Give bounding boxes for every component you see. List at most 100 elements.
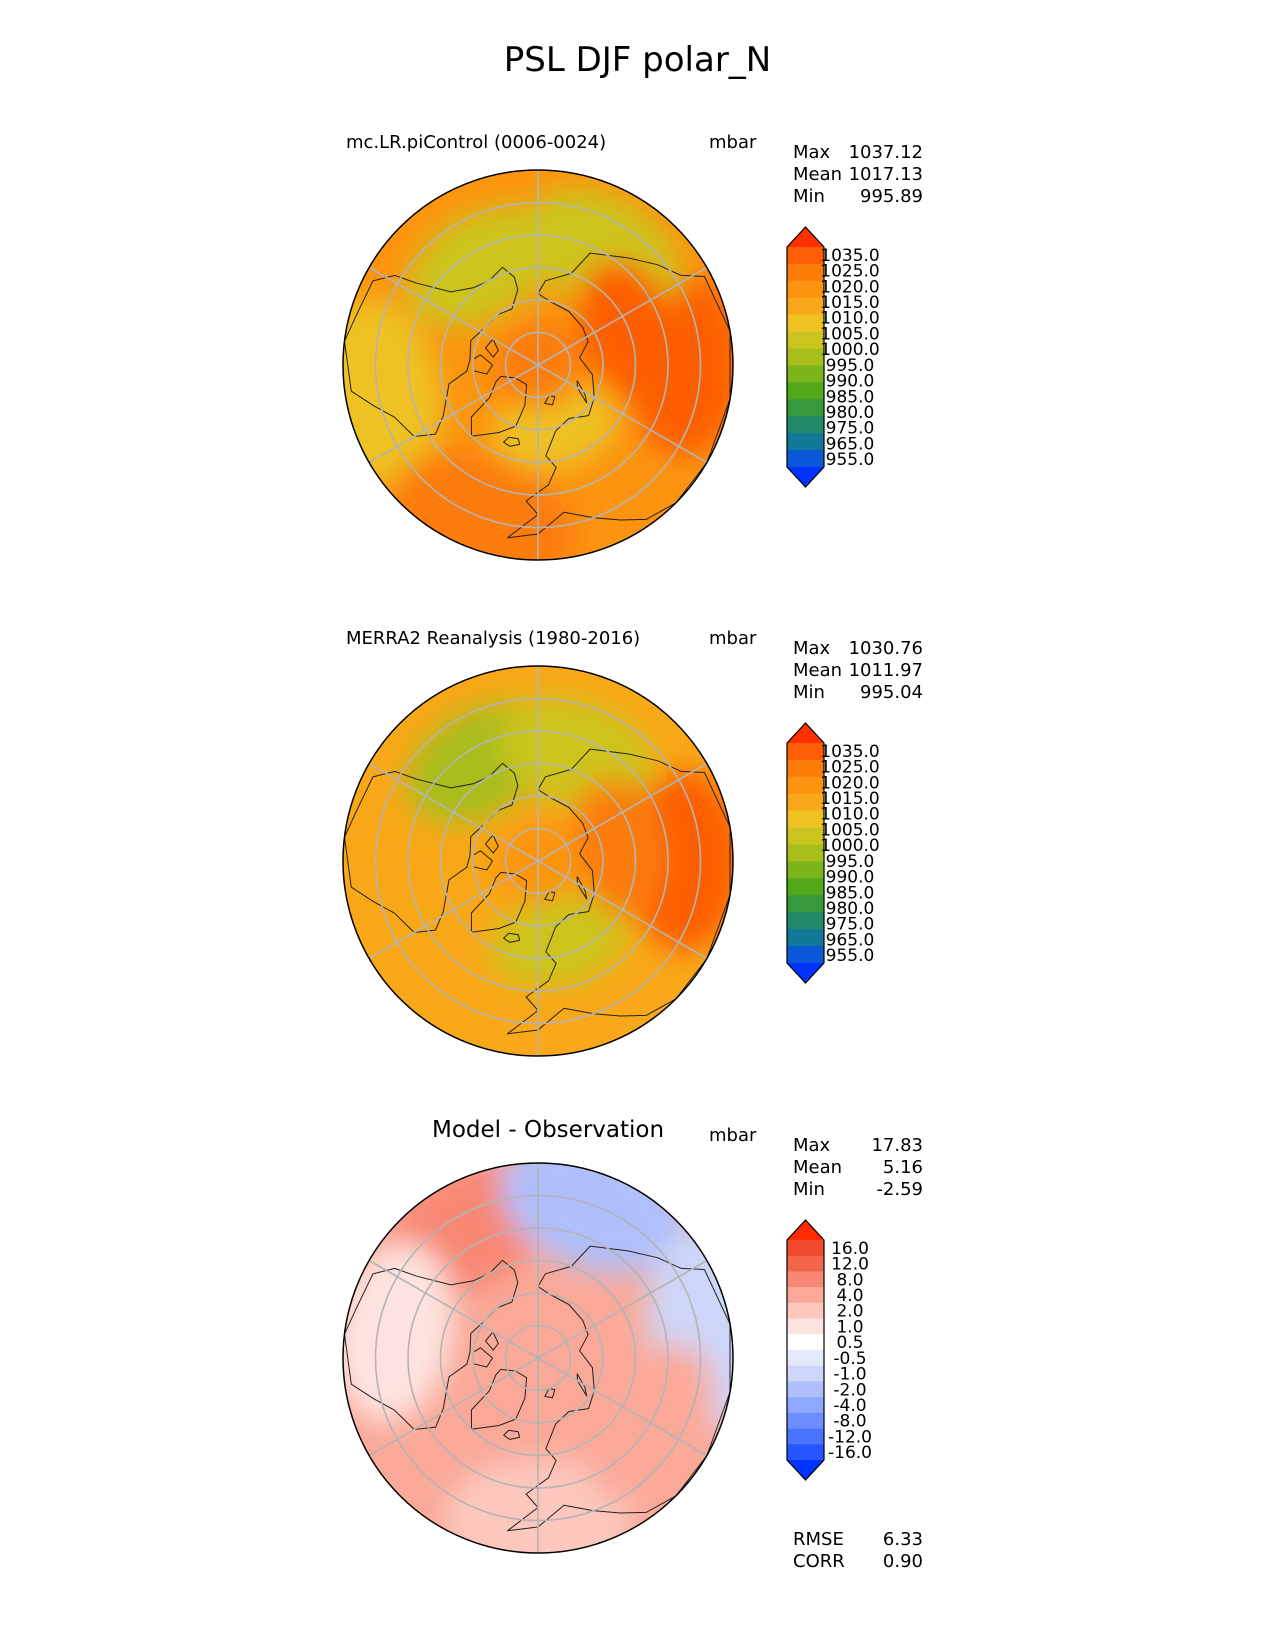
panel-model: mc.LR.piControl (0006-0024) mbar Max 1037…: [0, 132, 1275, 622]
coastline: [503, 1429, 521, 1440]
coastline: [344, 266, 519, 437]
metrics-block: RMSE 6.33 CORR 0.90: [793, 1529, 923, 1573]
colorbar-tick-label: 1010.0: [820, 309, 879, 329]
colorbar-segment: [787, 759, 824, 778]
units-label: mbar: [709, 1125, 757, 1146]
colorbar-segment: [787, 297, 824, 316]
colorbar-tick-label: 980.0: [826, 403, 875, 423]
colorbar-segment: [787, 810, 824, 829]
max-value: 1037.12: [848, 142, 923, 163]
meridian-line: [368, 364, 539, 464]
colorbar-segment: [787, 382, 824, 400]
stats-block: Max 1030.76 Mean 1011.97 Min 995.04: [793, 638, 923, 704]
units-label: mbar: [709, 628, 757, 649]
field-region: [343, 1242, 455, 1423]
coastline: [503, 436, 521, 447]
coastline: [485, 338, 499, 358]
colorbar-segment: [787, 1271, 824, 1288]
figure-title: PSL DJF polar_N: [503, 40, 772, 80]
meridian-line: [368, 266, 539, 366]
coastline: [344, 762, 519, 933]
colorbar-tick-label: 1025.0: [820, 758, 879, 778]
meridian-line: [368, 762, 539, 862]
max-label: Max: [793, 638, 831, 659]
colorbar-extend-max: [787, 723, 824, 743]
coastline: [576, 380, 588, 404]
colorbar-tick-label: -0.5: [833, 1349, 866, 1369]
colorbar-tick-label: 1015.0: [820, 789, 879, 809]
colorbar-segment: [787, 743, 824, 761]
colorbar-tick-label: 1005.0: [820, 324, 879, 344]
colorbar-tick-label: -1.0: [833, 1365, 866, 1385]
colorbar-outline: [786, 226, 825, 488]
coastline: [485, 834, 499, 854]
colorbar-segment: [787, 1350, 824, 1367]
colorbar-segment: [787, 827, 824, 846]
colorbar-segment: [787, 433, 824, 451]
panel-title: mc.LR.piControl (0006-0024): [346, 132, 607, 153]
colorbar-tick-label: 1010.0: [820, 805, 879, 825]
colorbar-extend-min: [787, 467, 824, 487]
colorbar-tick-label: -8.0: [833, 1412, 866, 1432]
colorbar-segment: [787, 263, 824, 282]
colorbar-segment: [787, 280, 824, 299]
mean-value: 1017.13: [848, 164, 923, 185]
colorbar-segment: [787, 912, 824, 930]
colorbar-tick-label: 1.0: [836, 1317, 863, 1337]
mean-label: Mean: [793, 164, 843, 185]
meridian-line: [368, 860, 539, 960]
colorbar-tick-label: 995.0: [826, 852, 875, 872]
min-value: 995.04: [860, 682, 923, 703]
min-value: -2.59: [876, 1179, 923, 1200]
panel-observation: MERRA2 Reanalysis (1980-2016) mbar Max 10…: [0, 628, 1275, 1118]
colorbar-segment: [787, 331, 824, 350]
units-label: mbar: [709, 132, 757, 153]
colorbar-segment: [787, 776, 824, 795]
min-label: Min: [793, 1179, 825, 1200]
coastline: [576, 1373, 588, 1397]
colorbar-segment: [787, 1428, 824, 1445]
min-label: Min: [793, 186, 825, 207]
mean-value: 5.16: [882, 1157, 923, 1178]
colorbar-segment: [787, 1444, 824, 1461]
colorbar-segment: [787, 314, 824, 333]
rmse-value: 6.33: [882, 1529, 923, 1550]
colorbar-tick-label: 0.5: [836, 1333, 863, 1353]
colorbar-segment: [787, 1302, 824, 1320]
mean-value: 1011.97: [848, 660, 923, 681]
colorbar-tick-label: 975.0: [826, 915, 875, 935]
corr-value: 0.90: [882, 1551, 923, 1572]
colorbar-segment: [787, 416, 824, 434]
coastline: [503, 932, 521, 943]
min-value: 995.89: [860, 186, 923, 207]
meridian-line: [537, 1259, 708, 1359]
colorbar-tick-label: 1035.0: [820, 246, 879, 266]
coastline: [507, 1245, 731, 1532]
corr-label: CORR: [793, 1551, 845, 1572]
coastline: [472, 1347, 493, 1368]
colorbar: 16.012.08.04.02.01.00.5-0.5-1.0-2.0-4.0-…: [786, 1219, 872, 1481]
meridian-line: [368, 1357, 539, 1457]
colorbar-segment: [787, 348, 824, 366]
colorbar-tick-label: 985.0: [826, 883, 875, 903]
colorbar-segment: [787, 878, 824, 896]
colorbar-tick-label: 965.0: [826, 930, 875, 950]
colorbar-tick-label: 1020.0: [820, 773, 879, 793]
colorbar-tick-label: 1005.0: [820, 820, 879, 840]
colorbar-segment: [787, 1397, 824, 1414]
max-label: Max: [793, 142, 831, 163]
colorbar-tick-label: 1035.0: [820, 742, 879, 762]
colorbar-tick-label: 1000.0: [820, 340, 879, 360]
colorbar-tick-label: -2.0: [833, 1380, 866, 1400]
colorbar-segment: [787, 844, 824, 862]
colorbar-segment: [787, 1412, 824, 1430]
colorbar-tick-label: 990.0: [826, 372, 875, 392]
colorbar-tick-label: -12.0: [828, 1427, 872, 1447]
colorbar-tick-label: 985.0: [826, 387, 875, 407]
colorbar-tick-label: 995.0: [826, 356, 875, 376]
colorbar-segment: [787, 247, 824, 265]
colorbar-tick-label: 12.0: [831, 1255, 869, 1275]
rmse-label: RMSE: [793, 1529, 844, 1550]
mean-label: Mean: [793, 660, 843, 681]
coastline: [507, 748, 731, 1035]
